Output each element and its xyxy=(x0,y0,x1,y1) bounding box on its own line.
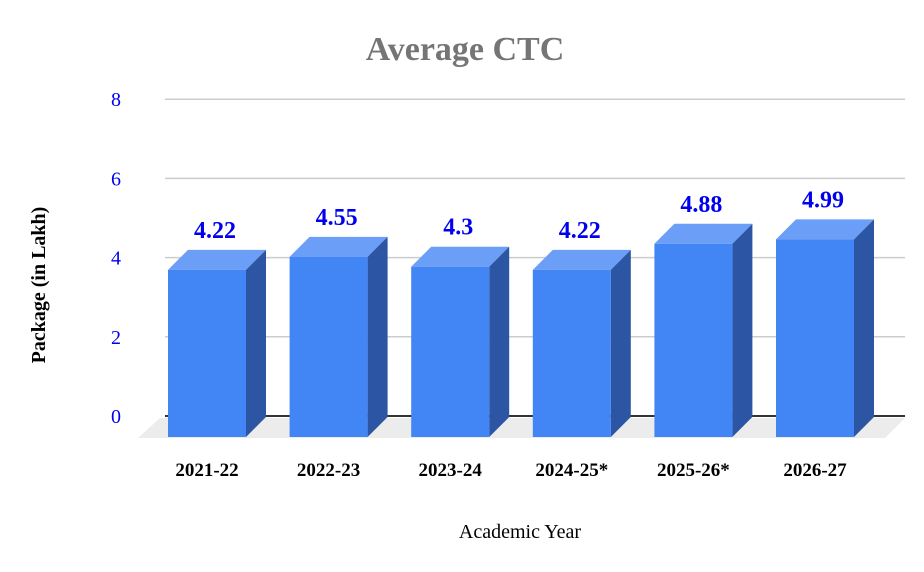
y-axis-label: Package (in Lakh) xyxy=(28,207,50,364)
data-label: 4.99 xyxy=(802,187,844,213)
bar-front xyxy=(289,256,368,437)
bar-top xyxy=(776,219,874,240)
bar-front xyxy=(411,266,490,437)
data-label: 4.88 xyxy=(680,192,722,218)
bar-top xyxy=(289,236,388,257)
bar-front xyxy=(532,269,611,437)
bar: 4.22 xyxy=(168,218,266,437)
bar-side xyxy=(489,246,510,437)
bar: 4.22 xyxy=(532,218,631,437)
bar: 4.55 xyxy=(289,205,388,437)
x-tick-label: 2023-24 xyxy=(419,460,483,481)
data-label: 4.22 xyxy=(559,218,601,244)
y-tick-label: 0 xyxy=(111,406,121,428)
x-tick-label: 2026-27 xyxy=(783,460,847,481)
x-tick-label: 2021-22 xyxy=(175,460,238,481)
data-label: 4.22 xyxy=(194,218,236,244)
y-tick-label: 8 xyxy=(111,89,121,111)
y-tick-label: 4 xyxy=(111,248,121,270)
bar: 4.99 xyxy=(776,187,874,437)
y-tick-label: 2 xyxy=(111,327,121,349)
x-tick-label: 2025-26* xyxy=(657,460,730,481)
bar-top xyxy=(532,249,631,270)
bar-front xyxy=(654,243,733,437)
chart-title: Average CTC xyxy=(366,31,565,68)
bar-front xyxy=(168,269,246,437)
bar-side xyxy=(854,219,874,437)
bar: 4.88 xyxy=(654,192,753,437)
x-tick-label: 2024-25* xyxy=(535,460,608,481)
data-label: 4.55 xyxy=(316,205,358,231)
x-axis-label: Academic Year xyxy=(459,521,582,543)
bar-top xyxy=(654,223,753,244)
x-tick-label: 2022-23 xyxy=(297,460,360,481)
bar-side xyxy=(610,249,631,437)
bar-side xyxy=(732,223,753,437)
y-tick-label: 6 xyxy=(111,168,121,190)
bar: 4.3 xyxy=(411,215,510,437)
bar-top xyxy=(168,249,266,270)
bar-side xyxy=(367,236,388,437)
bar-front xyxy=(776,239,854,437)
bar-top xyxy=(411,246,510,267)
bar-side xyxy=(246,249,266,437)
data-label: 4.3 xyxy=(443,215,473,241)
